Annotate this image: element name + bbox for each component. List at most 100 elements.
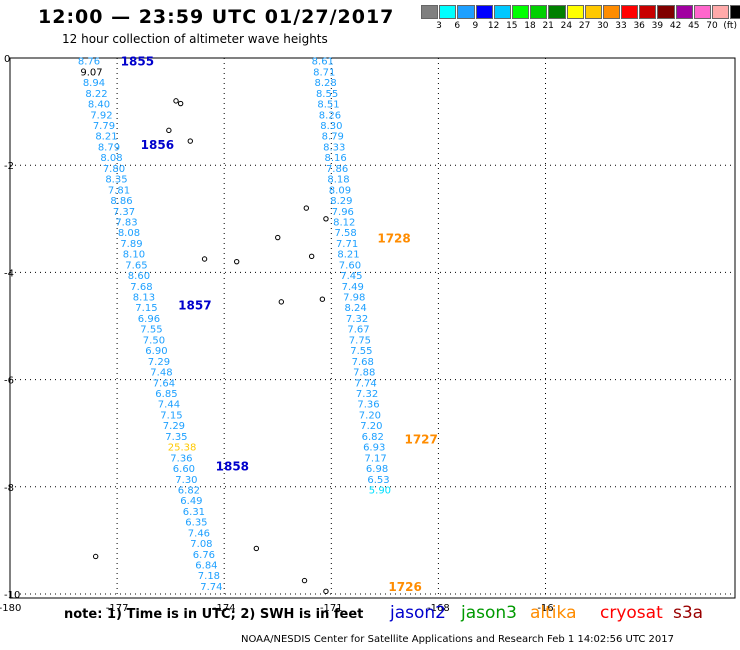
wave-height-value: 8.28 (315, 78, 337, 89)
latitude-tick-label: -8 (4, 483, 14, 494)
wave-height-value: 7.44 (158, 400, 180, 411)
wave-height-value: 7.46 (188, 528, 210, 539)
longitude-tick-label: -180 (0, 603, 21, 614)
legend-cryosat: cryosat (600, 603, 663, 623)
wave-height-value: 7.60 (339, 260, 361, 271)
wave-height-value: 8.76 (78, 57, 100, 68)
wave-height-value: 7.48 (150, 368, 172, 379)
wave-height-value: 6.76 (193, 550, 215, 561)
wave-height-value: 8.10 (123, 250, 145, 261)
scale-swatch (693, 5, 711, 19)
wave-height-value: 6.93 (363, 443, 385, 454)
scale-swatch (584, 5, 602, 19)
wave-height-value: 8.35 (105, 175, 127, 186)
latitude-tick-label: -10 (4, 590, 20, 601)
wave-height-value: 7.89 (120, 239, 142, 250)
wave-height-value: 7.45 (340, 271, 362, 282)
wave-height-value: 7.08 (190, 539, 212, 550)
scale-label: 42 (669, 21, 682, 31)
wave-height-value: 7.37 (113, 207, 135, 218)
pass-time-label: 1727 (404, 433, 437, 447)
scale-swatch (493, 5, 511, 19)
wave-height-value: 7.74 (355, 378, 377, 389)
pass-time-label: 1856 (141, 138, 174, 152)
wave-height-value: 8.71 (313, 67, 335, 78)
scale-label: 45 (688, 21, 700, 31)
scale-swatch (548, 5, 566, 19)
wave-height-value: 6.60 (173, 464, 195, 475)
latitude-tick-label: -4 (4, 268, 14, 279)
wave-height-value: 8.40 (88, 100, 110, 111)
pass-time-label: 1855 (121, 55, 154, 69)
longitude-tick-label: -174 (213, 603, 236, 614)
wave-height-value: 8.08 (100, 153, 122, 164)
wave-height-value: 7.68 (352, 357, 374, 368)
island-outline (323, 216, 329, 222)
wave-height-value: 8.33 (323, 142, 345, 153)
island-outline (323, 588, 329, 595)
wave-height-value: 7.35 (165, 432, 187, 443)
pass-time-label: 1726 (388, 580, 421, 594)
wave-height-value: 6.96 (138, 314, 160, 325)
scale-label: 21 (542, 21, 554, 31)
wave-height-value: 8.12 (333, 217, 355, 228)
island-outline (233, 258, 240, 265)
wave-height-value: 8.24 (345, 303, 367, 314)
wave-height-value: 8.55 (316, 89, 338, 100)
scale-label: 15 (506, 21, 518, 31)
wave-height-value: 8.29 (330, 196, 352, 207)
pass-time-label: 1728 (377, 232, 410, 246)
wave-height-value: 8.16 (325, 153, 347, 164)
wave-height-value: 7.15 (160, 410, 182, 421)
legend-jason3: jason3 (461, 603, 517, 623)
map-frame (9, 57, 736, 599)
scale-swatch (657, 5, 675, 19)
pass-time-label: 1858 (216, 459, 249, 473)
wave-height-value: 7.80 (103, 164, 125, 175)
wave-height-value: 8.94 (83, 78, 105, 89)
wave-height-value: 7.20 (359, 410, 381, 421)
wave-height-value: 8.79 (322, 132, 344, 143)
wave-height-value: 7.75 (349, 335, 371, 346)
scale-swatch (475, 5, 493, 19)
latitude-tick-label: -2 (4, 161, 14, 172)
scale-swatch (621, 5, 639, 19)
wave-height-value: 7.29 (148, 357, 170, 368)
wave-height-value: 6.35 (185, 518, 207, 529)
wave-height-value: 7.96 (332, 207, 354, 218)
island-outline (201, 256, 208, 262)
scale-label: 39 (651, 21, 664, 31)
wave-height-value: 7.30 (175, 475, 197, 486)
wave-height-value: 7.98 (343, 293, 365, 304)
scale-label: (ft) (723, 21, 737, 31)
island-outline (301, 577, 308, 584)
scale-label: 30 (597, 21, 609, 31)
color-scale-labels: 3 6 9 12 15 18 21 24 27 30 33 36 39 42 45 70 (ft) (421, 21, 740, 35)
legend-jason2: jason2 (390, 603, 446, 623)
island-outline (253, 545, 260, 552)
wave-height-value: 7.71 (336, 239, 358, 250)
island-outline (319, 296, 326, 302)
wave-height-value: 7.32 (346, 314, 368, 325)
wave-height-value: 7.17 (365, 453, 387, 464)
wave-height-value: 7.20 (360, 421, 382, 432)
longitude-tick-label: -16 (537, 603, 553, 614)
wave-height-value: 7.32 (356, 389, 378, 400)
wave-height-value: 8.51 (317, 100, 339, 111)
wave-height-value: 7.50 (143, 335, 165, 346)
island-outline (173, 98, 179, 104)
wave-height-value: 7.92 (90, 110, 112, 121)
scale-label: 18 (524, 21, 536, 31)
wave-height-value: 8.09 (329, 185, 351, 196)
scale-label: 24 (560, 21, 573, 31)
wave-height-value: 8.08 (118, 228, 140, 239)
island-outline (303, 205, 310, 211)
wave-height-value: 7.49 (342, 282, 364, 293)
island-outline (187, 138, 193, 144)
wave-height-value: 8.79 (98, 142, 120, 153)
wave-height-value: 6.31 (183, 507, 205, 518)
wave-height-value: 7.58 (335, 228, 357, 239)
wave-height-value: 8.61 (312, 57, 334, 68)
wave-height-value: 7.79 (93, 121, 115, 132)
